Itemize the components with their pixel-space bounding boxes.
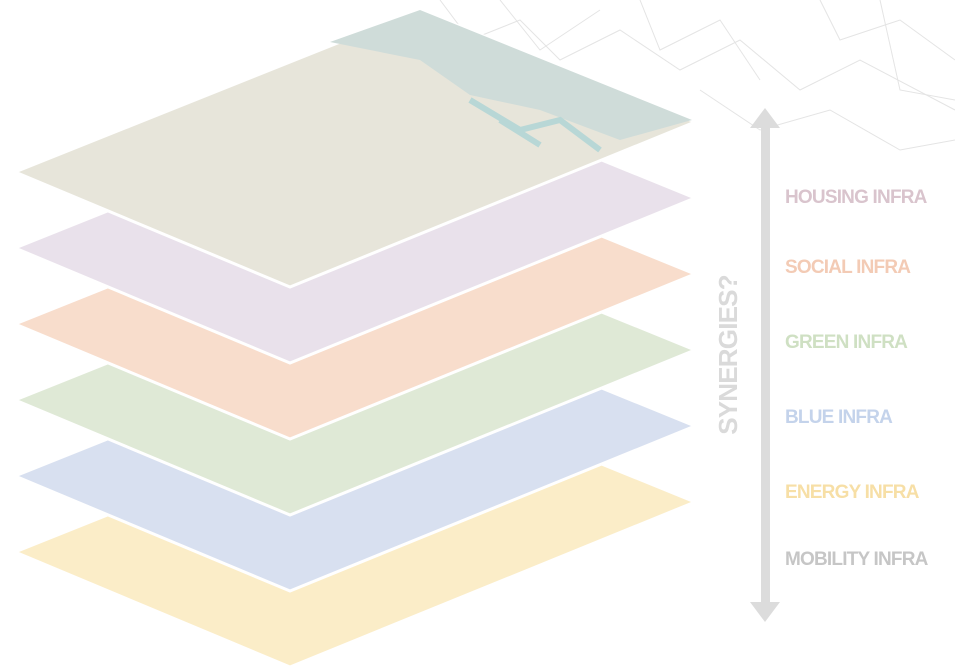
synergy-arrow [750,108,780,622]
layer-label: GREEN INFRA [785,332,908,353]
layer-label: BLUE INFRA [785,407,893,428]
layer-labels: HOUSING INFRA SOCIAL INFRA GREEN INFRA BLUE… [785,187,929,570]
layer-label: HOUSING INFRA [785,187,928,208]
layer-label: SOCIAL INFRA [785,257,911,278]
synergies-label: SYNERGIES? [713,275,743,435]
layer-label: ENERGY INFRA [785,482,920,503]
diagram: SYNERGIES? HOUSING INFRA SOCIAL INFRA GREE… [0,0,955,668]
layer-label: MOBILITY INFRA [785,549,929,570]
